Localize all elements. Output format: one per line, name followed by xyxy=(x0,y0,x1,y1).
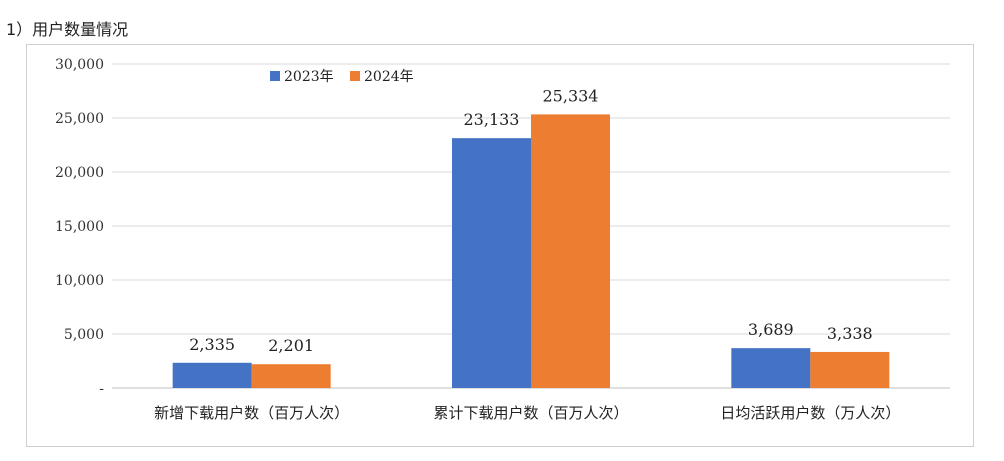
x-category-label: 累计下载用户数（百万人次） xyxy=(433,404,628,422)
bar-2023年-2 xyxy=(452,138,531,388)
bar-2023年-1 xyxy=(172,362,252,388)
y-tick-label: 15,000 xyxy=(55,219,104,235)
legend-swatch xyxy=(270,71,280,81)
bar-2023年-3 xyxy=(731,348,811,388)
y-tick-label: 25,000 xyxy=(55,111,104,127)
legend-swatch xyxy=(350,71,360,81)
data-label: 2,335 xyxy=(189,335,235,354)
y-tick-label: 10,000 xyxy=(55,273,104,289)
bar-2024年-2 xyxy=(531,114,610,389)
x-category-label: 日均活跃用户数（万人次） xyxy=(720,404,900,422)
bars xyxy=(172,114,890,389)
legend-label: 2023年 xyxy=(284,69,334,85)
section-heading: 1）用户数量情况 xyxy=(6,20,129,39)
y-tick-label: 30,000 xyxy=(55,57,104,73)
data-label: 3,689 xyxy=(748,320,794,339)
chart-frame xyxy=(26,44,974,447)
y-tick-label: - xyxy=(99,381,104,397)
x-category-label: 新增下载用户数（百万人次） xyxy=(154,404,349,422)
y-tick-label: 20,000 xyxy=(55,165,104,181)
data-label: 3,338 xyxy=(827,324,873,343)
legend-label: 2024年 xyxy=(364,69,414,85)
data-labels: 2,335 2,201 23,133 25,334 3,689 3,338 xyxy=(189,86,872,355)
x-axis-category-labels: 新增下载用户数（百万人次） 累计下载用户数（百万人次） 日均活跃用户数（万人次） xyxy=(154,404,900,422)
data-label: 23,133 xyxy=(464,110,520,129)
y-axis-tick-labels: - 5,000 10,000 15,000 20,000 25,000 30,000 xyxy=(55,57,104,397)
data-label: 2,201 xyxy=(268,336,314,355)
bar-2024年-3 xyxy=(810,351,890,388)
legend: 2023年 2024年 xyxy=(270,69,414,85)
data-label: 25,334 xyxy=(543,86,599,105)
bar-2024年-1 xyxy=(251,364,331,388)
y-tick-label: 5,000 xyxy=(64,327,104,343)
